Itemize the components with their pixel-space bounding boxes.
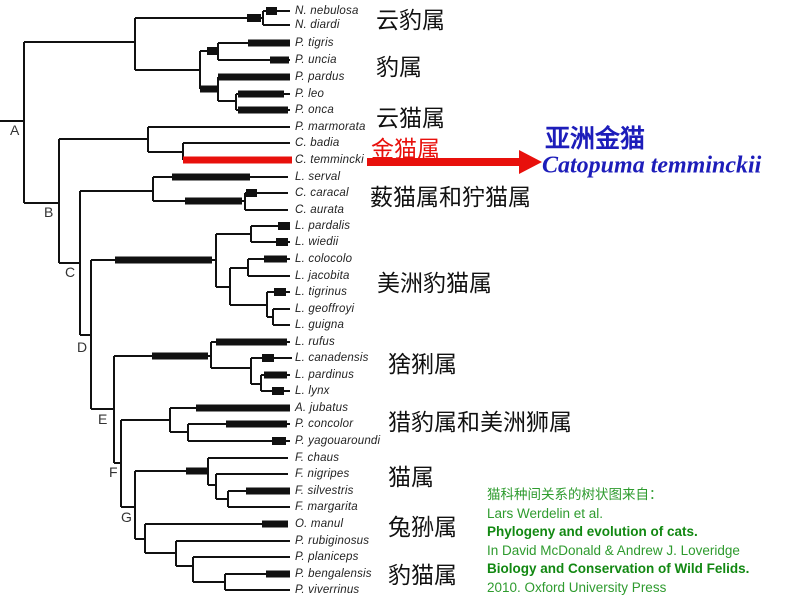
species-label: F. nigripes [295,468,350,480]
node-letter-g: G [121,509,132,525]
species-label: L. wiedii [295,236,339,248]
node-letter-b: B [44,204,54,220]
species-label: P. pardus [295,71,345,83]
red-arrow-head [519,150,542,174]
species-label: C. temmincki [295,154,364,166]
species-label: P. rubiginosus [295,535,370,547]
species-label: C. badia [295,137,340,149]
species-label: L. pardinus [295,369,355,381]
species-label: L. canadensis [295,352,369,364]
species-label: L. serval [295,171,341,183]
node-letter-f: F [109,464,118,480]
species-label: P. onca [295,104,334,116]
species-label: L. pardalis [295,220,351,232]
clade-label: 猎豹属和美洲狮属 [388,409,572,435]
clade-label: 云豹属 [376,7,445,33]
species-label: F. chaus [295,452,340,464]
highlight-annotation-latin: Catopuma temminckii [542,152,762,179]
species-label: P. bengalensis [295,568,372,580]
node-letter-e: E [98,411,108,427]
clade-label: 薮猫属和狞猫属 [370,184,531,210]
clade-label: 云猫属 [376,105,445,131]
species-label: C. aurata [295,204,345,216]
species-label: F. silvestris [295,485,354,497]
citation-line: 猫科种间关系的树状图来自： [487,487,663,502]
species-label: P. yagouaroundi [295,435,381,447]
species-label: N. nebulosa [295,5,359,17]
species-label: P. viverrinus [295,584,360,596]
species-label: P. marmorata [295,121,366,133]
species-label: L. colocolo [295,253,353,265]
species-label: P. leo [295,88,325,100]
citation-line: 2010. Oxford University Press [487,579,667,595]
clade-label: 豹猫属 [388,562,457,588]
citation-title-line: Biology and Conservation of Wild Felids. [487,561,750,577]
species-label: P. planiceps [295,551,359,563]
species-label: L. rufus [295,336,335,348]
clade-label: 豹属 [376,54,422,80]
species-label: A. jubatus [295,402,349,414]
node-letter-c: C [65,264,76,280]
citation-line: In David McDonald & Andrew J. Loveridge [487,542,740,558]
node-letter-d: D [77,339,88,355]
clade-label: 美洲豹猫属 [377,270,492,296]
species-label: L. lynx [295,385,330,397]
clade-label: 兔狲属 [388,514,457,540]
clade-label: 猫属 [388,464,434,490]
species-label: L. tigrinus [295,286,348,298]
clade-label: 猞猁属 [388,351,457,377]
red-arrow-shaft [367,158,519,166]
citation-title-line: Phylogeny and evolution of cats. [487,524,698,540]
species-label: L. guigna [295,319,345,331]
citation-block: 猫科种间关系的树状图来自： Lars Werdelin et al. Phyloge… [487,486,749,598]
species-label: L. jacobita [295,270,350,282]
species-label: O. manul [295,518,344,530]
species-label: F. margarita [295,501,358,513]
species-label: P. tigris [295,37,334,49]
species-label: P. uncia [295,54,337,66]
highlight-annotation-chinese: 亚洲金猫 [545,125,646,153]
species-label: L. geoffroyi [295,303,355,315]
species-label: N. diardi [295,19,340,31]
citation-line: Lars Werdelin et al. [487,505,604,521]
clade-label-highlighted: 金猫属 [371,136,440,162]
species-label: P. concolor [295,418,354,430]
species-label: C. caracal [295,187,349,199]
node-letter-a: A [10,122,20,138]
